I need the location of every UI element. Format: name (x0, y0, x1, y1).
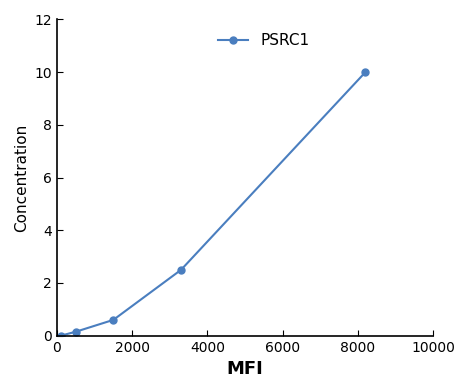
PSRC1 (363, 70, 368, 74)
PSRC1 (58, 333, 63, 338)
PSRC1 (73, 329, 78, 334)
Legend: PSRC1: PSRC1 (212, 27, 316, 54)
X-axis label: MFI: MFI (227, 360, 264, 378)
Y-axis label: Concentration: Concentration (14, 123, 29, 232)
PSRC1 (111, 318, 116, 322)
Line: PSRC1: PSRC1 (57, 69, 369, 339)
PSRC1 (178, 267, 184, 272)
